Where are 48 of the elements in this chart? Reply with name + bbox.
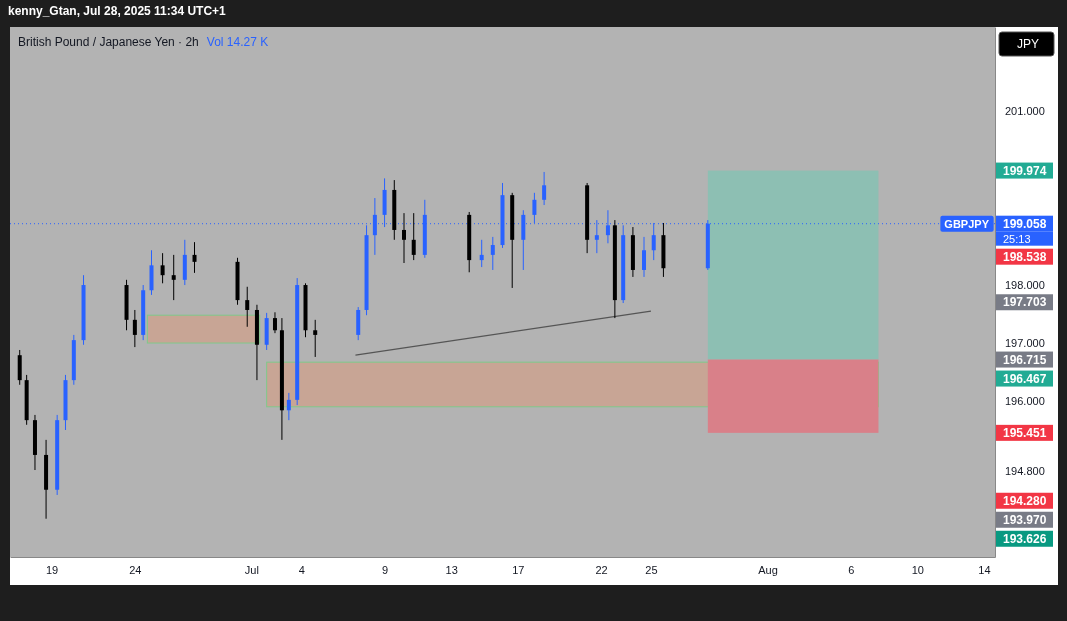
- x-tick-label: 22: [595, 563, 608, 576]
- text: 199.058: [1003, 216, 1047, 231]
- x-tick-label: 14: [978, 563, 991, 576]
- candlestick: [479, 239, 484, 268]
- candlestick: [160, 252, 165, 284]
- candlestick: [642, 236, 647, 278]
- x-tick-label: 6: [848, 563, 855, 576]
- text: kenny_Gtan, Jul 28, 2025 11:34 UTC+1: [8, 4, 227, 18]
- text: 197.703: [1003, 295, 1047, 310]
- candlestick: [286, 392, 291, 421]
- ref-line-label: GBPJPY: [944, 217, 990, 230]
- x-tick-label: 4: [298, 563, 305, 576]
- candlestick: [313, 319, 318, 358]
- text: British Pound / Japanese Yen · 2h: [18, 35, 199, 49]
- x-tick-label: 13: [445, 563, 458, 576]
- text: 196.467: [1003, 371, 1047, 386]
- text: 193.626: [1003, 531, 1047, 546]
- x-tick-label: 25: [645, 563, 658, 576]
- x-tick-label: Jul: [244, 563, 259, 576]
- y-tick-label: 201.000: [1005, 105, 1045, 118]
- text: 194.280: [1003, 493, 1047, 508]
- text: JPY: [1017, 37, 1040, 51]
- x-tick-label: 19: [45, 563, 59, 576]
- candlestick: [245, 286, 250, 328]
- x-tick-label: 10: [911, 563, 924, 576]
- candlestick: [402, 212, 406, 264]
- x-tick-label: 24: [129, 563, 142, 576]
- text: 196.715: [1003, 352, 1047, 367]
- candlestick: [542, 171, 547, 206]
- x-tick-label: Aug: [758, 563, 778, 576]
- y-tick-label: 198.000: [1005, 279, 1045, 292]
- candlestick: [171, 254, 176, 301]
- x-tick-label: 17: [512, 563, 525, 576]
- candlestick: [272, 311, 277, 334]
- text: 198.538: [1003, 249, 1047, 264]
- text: 193.970: [1003, 512, 1047, 527]
- y-tick-label: 197.000: [1005, 337, 1045, 350]
- text: 199.974: [1003, 163, 1047, 178]
- text: Vol 14.27 K: [206, 35, 269, 49]
- y-tick-label: 196.000: [1005, 395, 1045, 408]
- y-tick-label: 194.800: [1005, 464, 1045, 477]
- candlestick: [490, 236, 495, 271]
- text: 25:13: [1003, 232, 1031, 245]
- candlestick: [411, 212, 416, 261]
- candlestick: [192, 241, 197, 274]
- text: 195.451: [1003, 425, 1047, 440]
- x-tick-label: 9: [382, 563, 389, 576]
- candlestick: [132, 309, 137, 348]
